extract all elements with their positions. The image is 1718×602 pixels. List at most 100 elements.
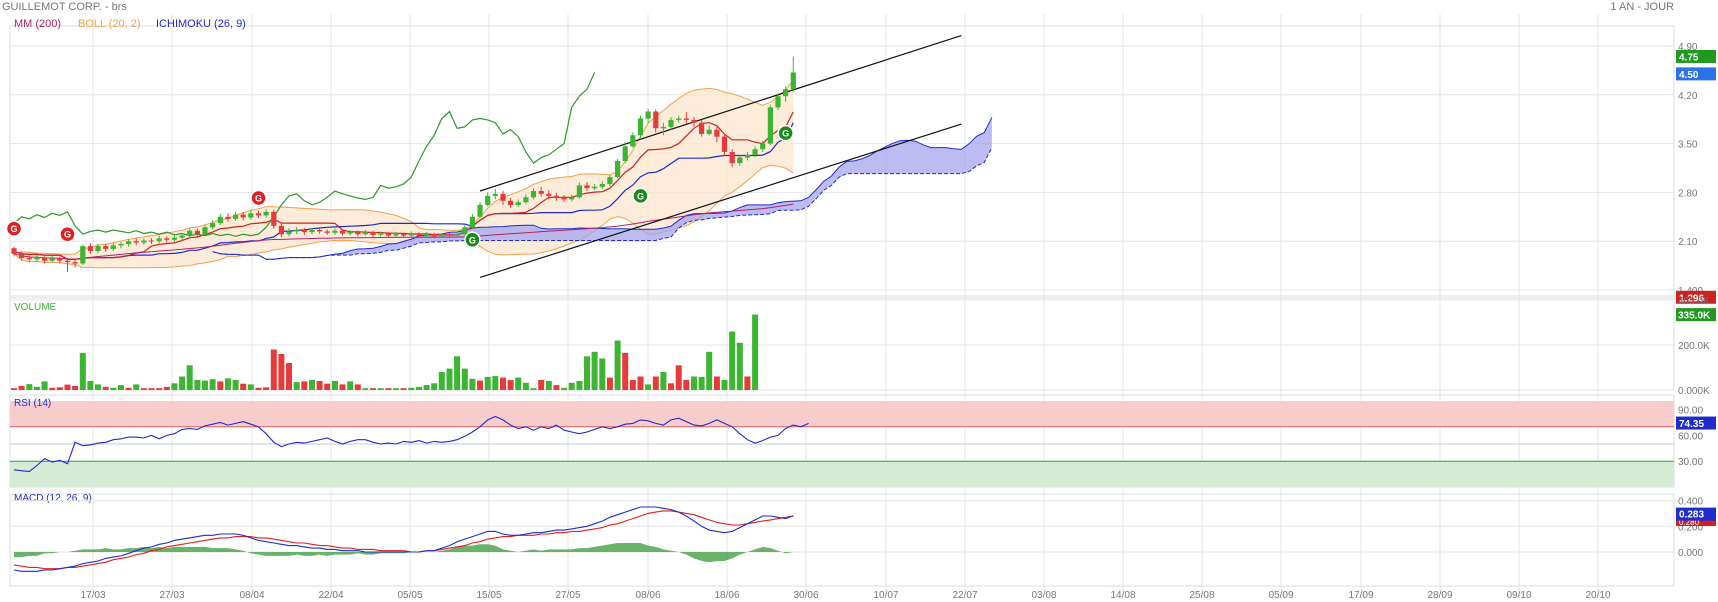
volume-bar [553,385,560,390]
candle-body [431,234,437,237]
candle-body [752,149,758,155]
volume-bar [370,388,377,390]
candle-body [225,216,231,219]
rsi-badge-text: 74.35 [1679,419,1704,430]
candle-body [592,186,598,189]
candle-body [660,126,666,129]
candle-body [72,262,78,264]
candle-body [34,257,40,260]
candle-body [775,96,781,108]
macd-last-badge: 0.283 [1676,507,1716,521]
ichimoku-span-b [212,147,993,260]
volume-bar [706,351,713,391]
candle-body [515,202,521,205]
candle-body [584,185,590,189]
signal-marker: G [632,187,649,205]
candles [11,56,796,272]
candle-body [378,233,384,235]
grid-lines [92,14,1599,590]
volume-bar [637,376,644,390]
volume-tick-label: 200.0K [1678,341,1710,352]
volume-bar [224,378,231,390]
candle-body [721,136,728,152]
legend-boll[interactable]: BOLL (20, 2) [78,18,141,30]
legend-mm[interactable]: MM (200) [14,18,62,30]
volume-bar [576,381,583,390]
period-label[interactable]: 1 AN - JOUR [1610,1,1674,13]
candle-body [668,119,674,127]
candle-body [691,119,697,123]
volume-bar [102,386,109,390]
signal-circle [250,189,267,207]
volume-bar [584,356,590,391]
signal-label: G [637,191,644,201]
candle-body [118,244,124,246]
candle-body [408,233,414,236]
signal-label: G [64,230,71,240]
volume-bar [538,379,545,390]
candle-body [233,214,239,219]
candle-body [492,193,498,196]
candle-body [194,230,200,235]
bollinger-upper [13,80,794,255]
candle-body [240,214,246,218]
volume-bar [729,331,736,390]
price-badge-text: 4.50 [1679,70,1699,81]
candle-body [530,191,537,198]
volume-bar [492,376,499,390]
volume-bar [56,387,63,390]
rsi-tick-label: 60.00 [1678,431,1703,442]
panel-frame [9,295,1675,391]
volume-bar [645,384,652,390]
rsi-last-badge: 74.35 [1676,416,1716,430]
volume-bar [454,356,461,391]
price-badge-text: 1.296 [1679,293,1704,304]
candle-body [126,241,132,244]
macd-tick-label: 0.200 [1678,522,1703,533]
legend-ichimoku[interactable]: ICHIMOKU (26, 9) [156,18,246,30]
price-tick-label: 4.20 [1678,91,1698,102]
macd-signal-line [13,510,794,570]
candle-body [362,232,368,235]
rsi-overbought-zone [10,401,1674,427]
volume-bar [133,384,140,390]
candle-body [569,197,575,200]
price-badge: 4.75 [1676,49,1716,63]
candle-body [401,234,407,236]
x-tick-label: 05/09 [1268,590,1293,601]
volume-bar [339,384,346,390]
candle-body [622,146,628,161]
volume-bar [301,381,308,390]
candle-body [653,111,659,129]
volume-bar [209,379,216,390]
candle-body [80,246,86,264]
candle-body [57,258,63,261]
candle-body [370,232,376,235]
volume-bar [415,386,422,390]
candle-body [19,253,25,258]
ichimoku-lagging [13,72,596,237]
candle-body [248,213,254,218]
candle-body [42,257,48,261]
candle-body [645,111,651,119]
candle-body [676,118,682,120]
x-tick-label: 05/05 [397,590,422,601]
volume-bar [561,387,568,391]
macd-badge-text: 0.283 [1679,510,1704,521]
candle-body [26,257,32,260]
volume-bar [507,380,514,390]
ichimoku-span-a [212,117,993,260]
candle-body [561,198,567,200]
volume-bar [744,376,751,390]
volume-bars [11,314,759,391]
candle-body [477,204,483,217]
signal-circle [632,187,649,205]
price-badge-text: 4.75 [1679,52,1699,63]
volume-bar [614,340,621,390]
volume-bar [446,368,453,390]
volume-bar [530,388,537,390]
x-tick-label: 27/05 [555,590,580,601]
volume-bar [522,382,529,390]
candle-body [714,129,720,137]
candle-body [271,211,277,226]
